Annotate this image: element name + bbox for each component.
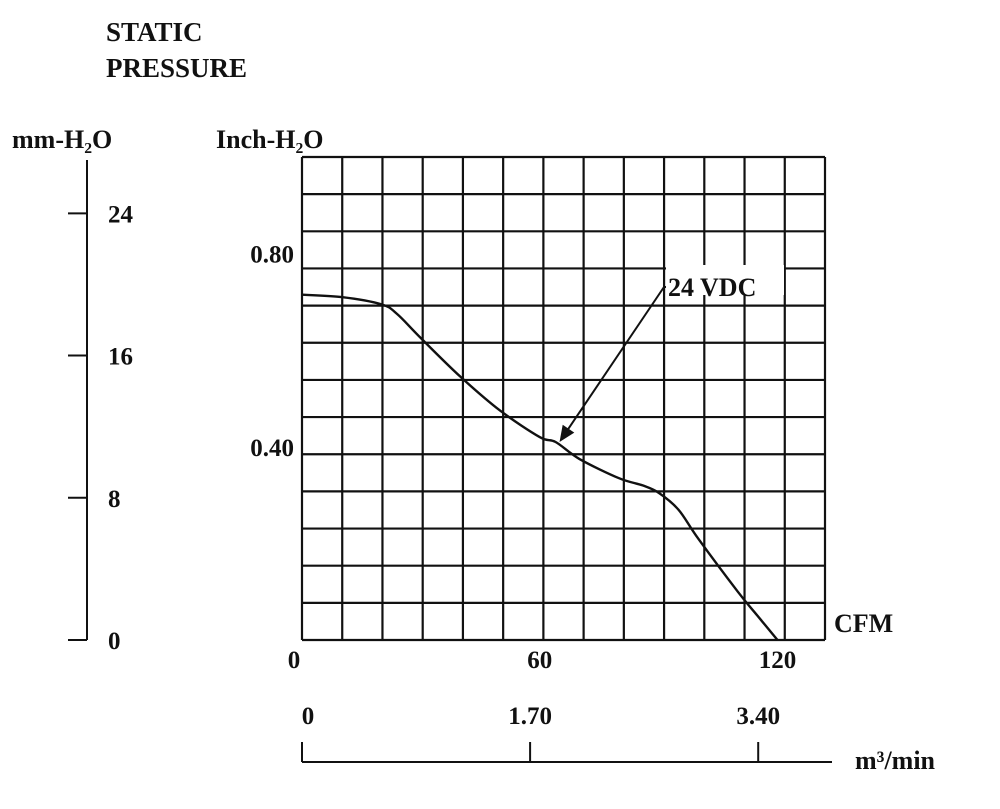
mm-tick-label: 8: [108, 486, 121, 513]
annotation-arrowhead: [559, 424, 575, 442]
m3-scale: 0 1.70 3.40: [301, 703, 832, 763]
series-line-24vdc: [301, 293, 779, 641]
x-tick-label: 60: [527, 647, 552, 674]
x-tick-label: 120: [759, 647, 797, 674]
inch-axis-label: Inch-H₂O: [216, 125, 323, 154]
m3-tick-label: 0: [302, 703, 315, 730]
y-tick-label: 0.80: [250, 242, 294, 269]
x-tick-labels: 0 60 120: [288, 647, 796, 674]
annotation-group: 24 VDC: [559, 265, 784, 442]
x-tick-label: 0: [288, 647, 301, 674]
y-tick-label: 0.40: [250, 435, 294, 462]
annotation-label-bg: [666, 265, 784, 295]
m3-axis-label: m³/min: [855, 746, 936, 775]
mm-scale: 0 8 16 24: [68, 160, 134, 655]
mm-tick-label: 24: [108, 201, 134, 228]
chart-title-line-2: PRESSURE: [106, 53, 247, 83]
m3-tick-label: 1.70: [508, 703, 552, 730]
cfm-axis-label: CFM: [834, 609, 893, 638]
m3-tick-label: 3.40: [736, 703, 780, 730]
annotation-arrow-line: [562, 286, 665, 437]
series-group: [301, 293, 779, 641]
mm-axis-label: mm-H₂O: [12, 125, 112, 154]
annotation-label-24vdc: 24 VDC: [668, 273, 756, 302]
chart-title-line-1: STATIC: [106, 17, 203, 47]
plot-grid: [300, 155, 827, 642]
mm-tick-label: 16: [108, 344, 133, 371]
mm-tick-label: 0: [108, 628, 121, 655]
y-tick-labels: 0.40 0.80: [250, 242, 294, 462]
